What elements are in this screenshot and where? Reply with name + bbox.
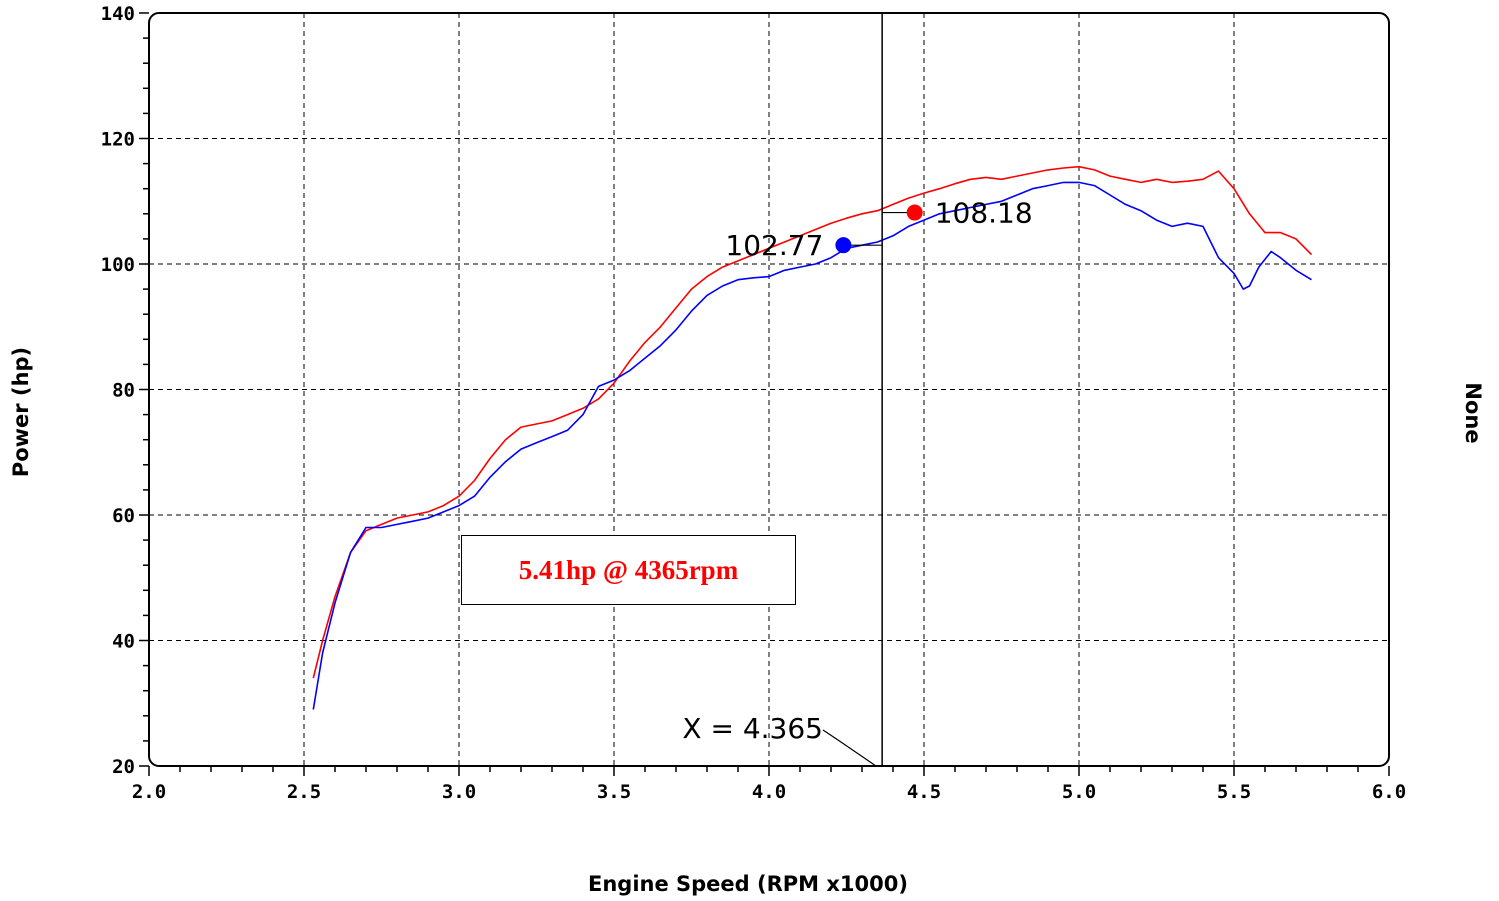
x-tick-label: 5.5 — [1217, 781, 1251, 803]
y-tick-label: 140 — [101, 3, 135, 25]
annotation-box: 5.41hp @ 4365rpm — [461, 535, 796, 605]
annotation-text: 5.41hp @ 4365rpm — [518, 554, 739, 585]
x-axis-title: Engine Speed (RPM x1000) — [588, 872, 908, 896]
x-tick-label: 2.0 — [132, 781, 166, 803]
marker-value-label-0: 108.18 — [935, 197, 1033, 230]
x-tick-label: 5.0 — [1062, 781, 1096, 803]
series-line-1 — [312, 181, 1312, 710]
series-marker-1[interactable] — [835, 237, 852, 254]
cursor-label-leader — [822, 729, 877, 767]
axis-ticks — [139, 12, 1390, 776]
y-tick-label: 100 — [101, 254, 135, 276]
y-tick-label: 60 — [112, 505, 135, 527]
series-marker-0[interactable] — [906, 204, 923, 221]
y-tick-label: 20 — [112, 756, 135, 778]
y-tick-label: 120 — [101, 129, 135, 151]
cursor-label: X = 4.365 — [682, 712, 823, 745]
x-tick-label: 4.0 — [752, 781, 786, 803]
y-tick-labels: 20 40 60 80 100 120 140 — [101, 3, 135, 778]
x-tick-label: 4.5 — [907, 781, 941, 803]
series-markers: 108.18 102.77 — [725, 197, 1032, 263]
series-layer — [312, 165, 1313, 710]
right-axis-title: None — [1461, 382, 1485, 443]
x-tick-labels: 2.0 2.5 3.0 3.5 4.0 4.5 5.0 5.5 6.0 — [132, 781, 1406, 803]
grid-lines — [149, 13, 1389, 766]
y-tick-label: 40 — [112, 631, 135, 653]
y-axis-title: Power (hp) — [9, 347, 33, 477]
marker-value-label-1: 102.77 — [725, 229, 823, 262]
x-tick-label: 3.0 — [442, 781, 476, 803]
x-tick-label: 2.5 — [287, 781, 321, 803]
x-tick-label: 6.0 — [1372, 781, 1406, 803]
x-tick-label: 3.5 — [597, 781, 631, 803]
y-tick-label: 80 — [112, 380, 135, 402]
series-line-0 — [312, 165, 1313, 679]
